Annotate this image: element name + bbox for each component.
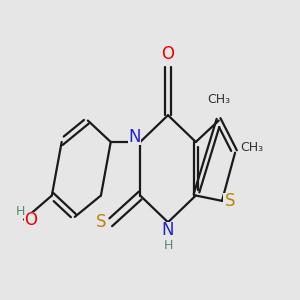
Text: O: O bbox=[161, 45, 175, 63]
Text: H: H bbox=[163, 239, 173, 252]
Text: H: H bbox=[15, 205, 25, 218]
FancyBboxPatch shape bbox=[16, 206, 24, 218]
FancyBboxPatch shape bbox=[162, 222, 174, 238]
FancyBboxPatch shape bbox=[223, 193, 238, 209]
FancyBboxPatch shape bbox=[94, 214, 108, 230]
Text: CH₃: CH₃ bbox=[207, 93, 230, 106]
FancyBboxPatch shape bbox=[128, 129, 140, 145]
Text: CH₃: CH₃ bbox=[240, 141, 263, 154]
FancyBboxPatch shape bbox=[164, 239, 172, 251]
FancyBboxPatch shape bbox=[24, 212, 37, 228]
Text: N: N bbox=[128, 128, 140, 146]
FancyBboxPatch shape bbox=[162, 46, 174, 62]
FancyBboxPatch shape bbox=[242, 140, 261, 155]
Text: N: N bbox=[162, 221, 174, 239]
Text: O: O bbox=[24, 211, 37, 229]
Text: S: S bbox=[96, 213, 106, 231]
FancyBboxPatch shape bbox=[209, 92, 229, 106]
Text: S: S bbox=[225, 192, 236, 210]
